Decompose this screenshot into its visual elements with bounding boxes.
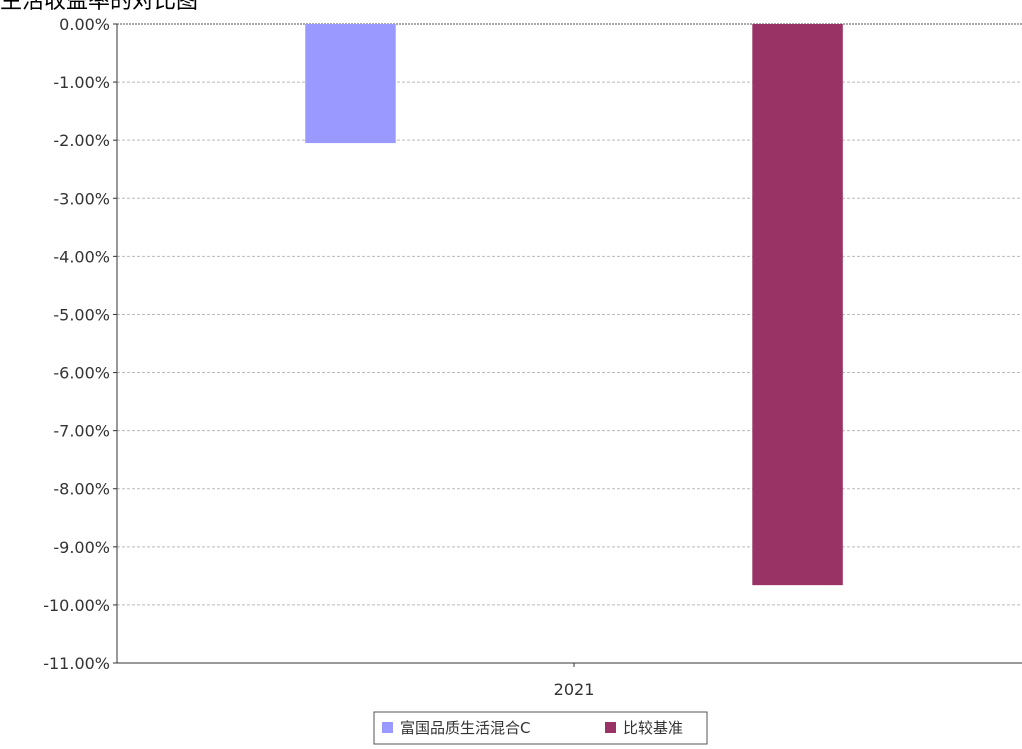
gridlines bbox=[117, 23, 1022, 664]
y-tick-label: -4.00% bbox=[53, 247, 110, 266]
chart-title: 生活收益率的对比图 bbox=[0, 0, 199, 14]
y-tick-label: -5.00% bbox=[53, 305, 110, 324]
y-tick-label: 0.00% bbox=[59, 15, 110, 34]
legend-box bbox=[373, 711, 708, 745]
y-tick-label: -2.00% bbox=[53, 131, 110, 150]
bars bbox=[305, 24, 843, 586]
y-tick-label: -3.00% bbox=[53, 189, 110, 208]
y-tick-label: -8.00% bbox=[53, 480, 110, 499]
legend-label: 富国品质生活混合C bbox=[400, 719, 530, 737]
legend-swatch bbox=[382, 722, 393, 733]
y-tick-label: -1.00% bbox=[53, 73, 110, 92]
y-tick-label: -11.00% bbox=[43, 654, 110, 673]
y-tick-label: -7.00% bbox=[53, 422, 110, 441]
x-tick-labels: 2021 bbox=[554, 663, 595, 699]
axes bbox=[116, 24, 1022, 664]
y-tick-labels: 0.00% -1.00% -2.00% -3.00% -4.00% -5.00% -6.00… bbox=[43, 15, 117, 673]
legend-swatch bbox=[605, 722, 616, 733]
y-tick-label: -10.00% bbox=[43, 596, 110, 615]
legend-label: 比较基准 bbox=[623, 719, 683, 737]
x-tick-label: 2021 bbox=[554, 680, 595, 699]
legend: 富国品质生活混合C 比较基准 bbox=[373, 711, 708, 745]
bar-benchmark bbox=[752, 24, 843, 586]
y-tick-label: -6.00% bbox=[53, 364, 110, 383]
y-tick-label: -9.00% bbox=[53, 538, 110, 557]
bar-fund bbox=[305, 24, 396, 144]
